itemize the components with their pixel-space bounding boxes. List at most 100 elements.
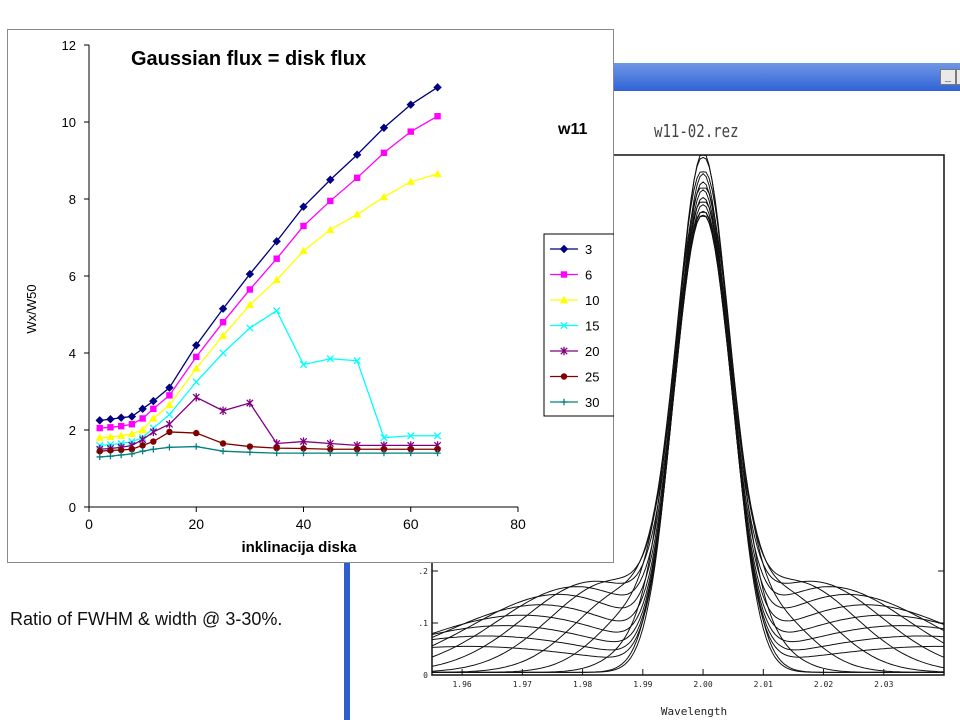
data-point (246, 449, 254, 456)
profile-x-tick-label: 2.03 (874, 680, 893, 689)
series-line (99, 115, 438, 429)
chart-x-axis-label: inklinacija diska (241, 539, 357, 556)
data-point (434, 446, 441, 453)
data-point (273, 444, 280, 452)
series-15 (96, 306, 442, 450)
profile-plot-ticks: 1.96 1.97 1.98 1.99 2.00 2.01 2.02 2.03 0 .1 .2 (418, 567, 944, 689)
legend-label: 10 (585, 293, 599, 308)
profile-curve (431, 189, 945, 643)
data-point (246, 286, 254, 293)
x-tick-label: 0 (85, 516, 93, 532)
data-point (128, 450, 136, 458)
legend-label: 6 (585, 268, 592, 283)
data-point (379, 123, 389, 132)
y-tick-label: 12 (62, 38, 76, 53)
data-point (139, 415, 146, 422)
data-point (165, 410, 174, 419)
data-point (407, 449, 414, 457)
series-3 (95, 83, 442, 425)
legend-item: 6 (550, 268, 592, 283)
profile-curve (431, 196, 945, 635)
data-point (149, 427, 158, 437)
data-point (149, 414, 158, 422)
data-point (192, 364, 201, 372)
data-point (193, 353, 200, 361)
data-point (433, 432, 442, 440)
legend-label: 25 (585, 370, 599, 385)
data-point (107, 452, 114, 460)
profile-curves (431, 154, 945, 673)
profile-y-tick-label: .2 (418, 567, 428, 576)
data-point (193, 443, 200, 450)
data-point (379, 192, 389, 201)
data-point (407, 446, 414, 453)
profile-x-tick-label: 2.01 (754, 680, 773, 689)
legend-item: 3 (550, 242, 592, 257)
data-point (327, 449, 334, 457)
data-point (107, 447, 114, 454)
data-point (166, 392, 173, 399)
legend-label: 3 (585, 242, 592, 257)
x-tick-label: 40 (296, 516, 312, 532)
data-point (300, 222, 307, 230)
data-point (380, 149, 388, 156)
data-point (139, 447, 146, 455)
chart-series (95, 83, 442, 461)
data-point (559, 244, 569, 254)
profile-x-tick-label: 1.99 (633, 680, 652, 689)
data-point (326, 355, 334, 363)
window-file-label: w11-02.rez (654, 121, 739, 142)
profile-x-tick-label: 2.00 (693, 680, 712, 689)
data-point (299, 202, 308, 211)
data-point (116, 413, 126, 422)
data-point (117, 446, 125, 454)
data-point (353, 449, 361, 457)
profile-y-tick-label: 0 (423, 671, 428, 680)
data-point (165, 420, 174, 429)
data-point (245, 269, 255, 279)
data-point (192, 378, 200, 386)
data-point (560, 346, 568, 356)
restore-button[interactable]: □ (956, 69, 960, 85)
data-point (95, 433, 104, 441)
minimize-button[interactable]: _ (940, 69, 956, 85)
data-point (407, 128, 414, 135)
y-tick-label: 4 (69, 346, 76, 361)
data-point (352, 210, 362, 218)
data-point (326, 175, 335, 184)
profile-x-tick-label: 1.97 (513, 680, 532, 689)
data-point (380, 446, 388, 453)
profile-curve (431, 204, 945, 638)
profile-curve (431, 181, 945, 651)
data-point (300, 449, 307, 457)
data-point (106, 432, 115, 441)
data-point (380, 434, 388, 442)
legend-item: 25 (550, 370, 599, 385)
legend-item: 20 (550, 344, 599, 359)
dataset-tag: w11 (558, 121, 588, 138)
data-point (166, 444, 173, 451)
data-point (138, 404, 147, 414)
data-point (353, 174, 361, 182)
data-point (219, 440, 227, 447)
data-point (406, 177, 415, 185)
legend-label: 30 (585, 395, 599, 410)
data-point (96, 453, 103, 461)
data-point (128, 421, 136, 428)
legend-item: 15 (550, 319, 599, 334)
ratio-chart: 0 2 4 6 8 10 12 0 20 40 60 80 3 6 10 15 20 25 30 inklinac… (24, 38, 614, 556)
data-point (107, 424, 114, 431)
y-tick-label: 0 (69, 500, 76, 515)
data-point (433, 83, 442, 92)
data-point (245, 300, 255, 309)
series-10 (95, 169, 442, 441)
data-point (219, 319, 227, 326)
data-point (193, 429, 200, 437)
data-point (353, 446, 361, 453)
data-point (353, 357, 361, 365)
data-point (192, 393, 200, 402)
data-point (219, 406, 227, 415)
data-point (434, 449, 441, 457)
chart-title: Gaussian flux = disk flux (131, 48, 367, 70)
profile-curve (432, 187, 944, 673)
